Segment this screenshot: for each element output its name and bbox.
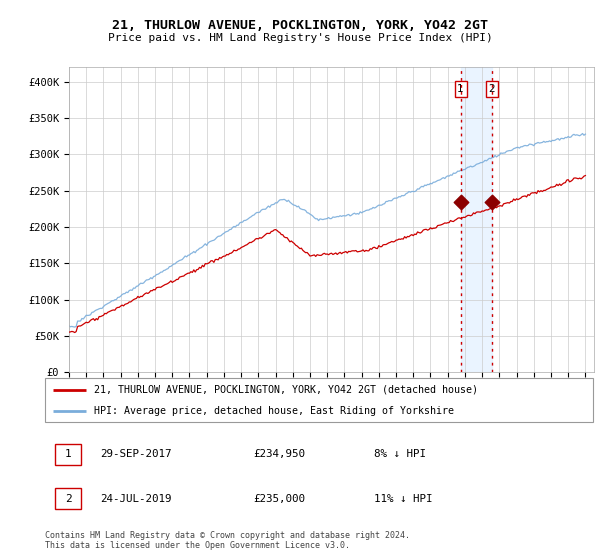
FancyBboxPatch shape bbox=[55, 444, 81, 465]
Text: 21, THURLOW AVENUE, POCKLINGTON, YORK, YO42 2GT: 21, THURLOW AVENUE, POCKLINGTON, YORK, Y… bbox=[112, 18, 488, 32]
Text: 1: 1 bbox=[457, 84, 464, 94]
Point bbox=[487, 197, 497, 206]
Text: 11% ↓ HPI: 11% ↓ HPI bbox=[374, 494, 433, 504]
Text: 29-SEP-2017: 29-SEP-2017 bbox=[100, 449, 172, 459]
FancyBboxPatch shape bbox=[55, 488, 81, 510]
Text: £234,950: £234,950 bbox=[254, 449, 305, 459]
Text: 8% ↓ HPI: 8% ↓ HPI bbox=[374, 449, 427, 459]
Text: 24-JUL-2019: 24-JUL-2019 bbox=[100, 494, 172, 504]
Text: £235,000: £235,000 bbox=[254, 494, 305, 504]
FancyBboxPatch shape bbox=[45, 378, 593, 422]
Text: 21, THURLOW AVENUE, POCKLINGTON, YORK, YO42 2GT (detached house): 21, THURLOW AVENUE, POCKLINGTON, YORK, Y… bbox=[94, 385, 478, 395]
Point bbox=[456, 197, 466, 206]
Bar bbox=[461, 67, 492, 372]
Text: HPI: Average price, detached house, East Riding of Yorkshire: HPI: Average price, detached house, East… bbox=[94, 406, 454, 416]
Text: Contains HM Land Registry data © Crown copyright and database right 2024.
This d: Contains HM Land Registry data © Crown c… bbox=[45, 531, 410, 550]
Text: 2: 2 bbox=[488, 84, 495, 94]
Text: 2: 2 bbox=[65, 494, 71, 504]
Text: Price paid vs. HM Land Registry's House Price Index (HPI): Price paid vs. HM Land Registry's House … bbox=[107, 33, 493, 43]
Text: 1: 1 bbox=[65, 449, 71, 459]
